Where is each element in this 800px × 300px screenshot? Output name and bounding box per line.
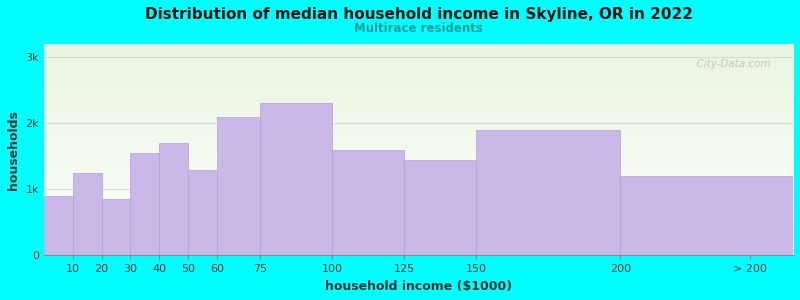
Title: Distribution of median household income in Skyline, OR in 2022: Distribution of median household income … xyxy=(145,7,693,22)
Bar xyxy=(102,199,130,256)
Bar xyxy=(620,176,793,256)
X-axis label: household income ($1000): household income ($1000) xyxy=(325,280,512,293)
Text: Multirace residents: Multirace residents xyxy=(354,22,483,35)
Bar xyxy=(332,150,404,256)
Bar xyxy=(188,169,217,256)
Bar xyxy=(44,196,73,256)
Text: City-Data.com: City-Data.com xyxy=(690,59,770,69)
Bar xyxy=(476,130,620,256)
Bar xyxy=(130,153,159,256)
Bar xyxy=(217,117,260,256)
Bar xyxy=(404,160,476,256)
Y-axis label: households: households xyxy=(7,110,20,190)
Bar xyxy=(73,173,102,256)
Bar xyxy=(159,143,188,256)
Bar xyxy=(260,103,332,256)
